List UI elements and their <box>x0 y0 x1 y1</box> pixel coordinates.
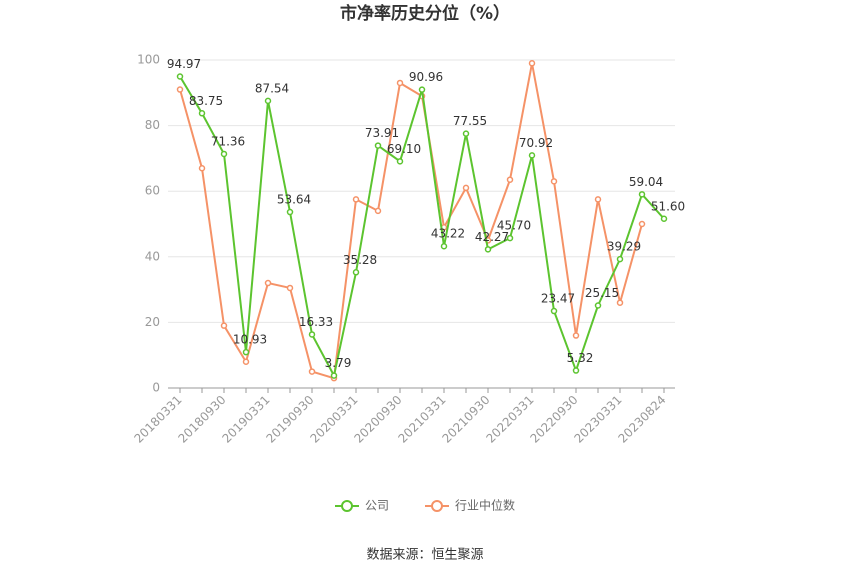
data-point <box>440 242 448 250</box>
data-point <box>352 196 360 203</box>
data-label: 71.36 <box>211 134 245 148</box>
y-tick-label: 40 <box>145 249 160 263</box>
data-point <box>176 86 184 93</box>
data-label: 83.75 <box>189 94 223 108</box>
data-point <box>572 367 580 374</box>
data-point <box>528 60 536 67</box>
data-label: 53.64 <box>277 193 311 207</box>
y-tick-label: 60 <box>145 184 160 198</box>
data-point <box>550 307 558 315</box>
data-label: 5.32 <box>567 351 594 365</box>
data-label: 3.79 <box>325 356 352 370</box>
data-point <box>616 299 624 306</box>
data-point <box>506 234 514 242</box>
data-label: 25.15 <box>585 286 619 300</box>
data-point <box>220 150 228 158</box>
series-line <box>179 75 665 379</box>
data-point <box>462 184 470 192</box>
data-label: 45.70 <box>497 219 531 233</box>
data-point <box>484 246 492 253</box>
data-point <box>550 178 558 185</box>
legend-marker <box>341 500 353 512</box>
data-point <box>528 152 536 159</box>
data-point <box>374 207 382 215</box>
x-tick-label: 20230824 <box>616 393 669 446</box>
legend-label: 行业中位数 <box>455 498 515 513</box>
legend-label: 公司 <box>365 499 389 513</box>
data-point <box>638 220 646 228</box>
data-point <box>418 86 426 93</box>
data-point <box>638 191 646 198</box>
data-point <box>572 332 580 339</box>
data-point <box>660 215 668 223</box>
data-point <box>286 284 294 292</box>
y-tick-label: 100 <box>137 53 160 67</box>
data-label: 23.47 <box>541 292 575 306</box>
data-point <box>286 208 294 216</box>
data-label: 70.92 <box>519 136 553 150</box>
data-point <box>264 279 272 287</box>
series-line <box>179 63 643 380</box>
data-point <box>616 255 624 263</box>
source: 数据来源：恒生聚源 <box>366 548 483 563</box>
data-point <box>198 164 206 172</box>
data-label: 69.10 <box>387 142 421 156</box>
data-label: 90.96 <box>409 70 443 84</box>
data-point <box>308 331 316 338</box>
data-label: 43.22 <box>431 227 465 241</box>
data-point <box>462 130 470 137</box>
y-tick-label: 0 <box>152 381 160 395</box>
data-label: 35.28 <box>343 253 377 267</box>
data-label: 51.60 <box>651 199 685 213</box>
chart-title: 市净率历史分位（%） <box>340 3 510 24</box>
data-label: 94.97 <box>167 57 201 71</box>
data-label: 87.54 <box>255 81 289 95</box>
y-tick-label: 80 <box>145 118 160 132</box>
data-point <box>176 73 184 80</box>
data-point <box>506 176 514 183</box>
data-point <box>308 368 316 375</box>
data-label: 39.29 <box>607 240 641 254</box>
data-label: 10.93 <box>233 333 267 347</box>
data-point <box>330 372 338 379</box>
data-label: 77.55 <box>453 114 487 128</box>
legend-marker <box>431 500 443 512</box>
data-point <box>220 322 228 329</box>
data-point <box>374 142 382 149</box>
data-point <box>594 302 602 309</box>
data-label: 59.04 <box>629 175 663 189</box>
data-point <box>242 348 250 356</box>
data-label: 42.27 <box>475 230 509 244</box>
data-label: 16.33 <box>299 315 333 329</box>
data-label: 73.91 <box>365 126 399 140</box>
data-point <box>396 158 404 165</box>
data-point <box>594 196 602 203</box>
data-point <box>264 97 272 105</box>
y-tick-label: 20 <box>145 315 160 329</box>
data-point <box>352 269 360 276</box>
data-point <box>242 358 250 366</box>
data-point <box>198 110 206 117</box>
data-point <box>396 79 404 87</box>
